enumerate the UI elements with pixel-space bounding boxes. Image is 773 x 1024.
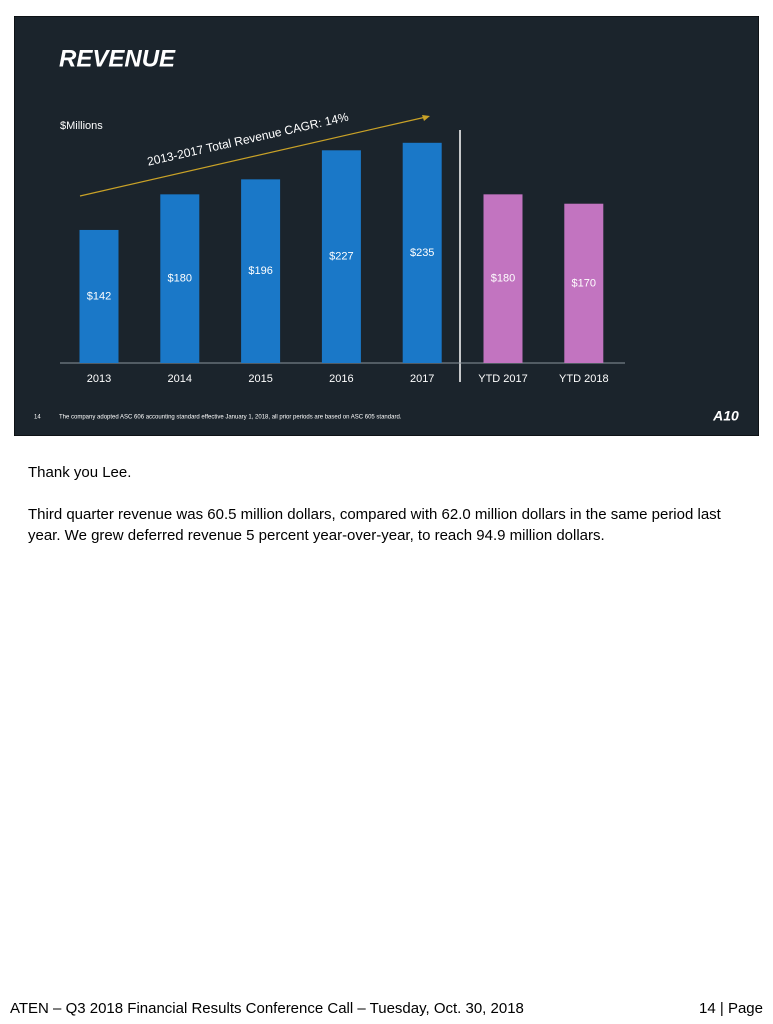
x-tick-label: 2013 <box>87 373 111 385</box>
paragraph: Thank you Lee. <box>28 464 132 481</box>
unit-label: $Millions <box>60 120 103 132</box>
slide-title: REVENUE <box>59 45 176 72</box>
footnote: The company adopted ASC 606 accounting s… <box>59 415 402 421</box>
logo: A10 <box>712 408 739 424</box>
x-tick-label: 2017 <box>410 373 434 385</box>
bar <box>79 229 119 363</box>
value-label: $180 <box>491 273 515 285</box>
x-tick-label: 2016 <box>329 373 353 385</box>
paragraph: Third quarter revenue was 60.5 million d… <box>28 506 721 544</box>
bar <box>321 150 361 363</box>
bar <box>564 203 604 363</box>
footer-right: 14 | Page <box>699 1000 763 1017</box>
bar <box>241 179 281 363</box>
x-tick-label: 2015 <box>248 373 272 385</box>
slide-background <box>14 16 759 436</box>
value-label: $196 <box>248 265 272 277</box>
slide-number: 14 <box>34 415 41 421</box>
x-tick-label: 2014 <box>168 373 192 385</box>
bar <box>402 142 442 363</box>
x-tick-label: YTD 2018 <box>559 373 609 385</box>
value-label: $170 <box>572 277 596 289</box>
footer-left: ATEN – Q3 2018 Financial Results Confere… <box>10 1000 524 1017</box>
slide: REVENUE $Millions 2013-2017 Total Revenu… <box>14 16 759 436</box>
value-label: $227 <box>329 251 353 263</box>
cagr-arrow <box>79 116 427 197</box>
x-tick-label: YTD 2017 <box>478 373 528 385</box>
value-label: $142 <box>87 290 111 302</box>
value-label: $180 <box>168 273 192 285</box>
value-label: $235 <box>410 247 434 259</box>
bar <box>160 194 200 363</box>
arrow-head <box>422 115 430 121</box>
bar <box>483 194 523 363</box>
